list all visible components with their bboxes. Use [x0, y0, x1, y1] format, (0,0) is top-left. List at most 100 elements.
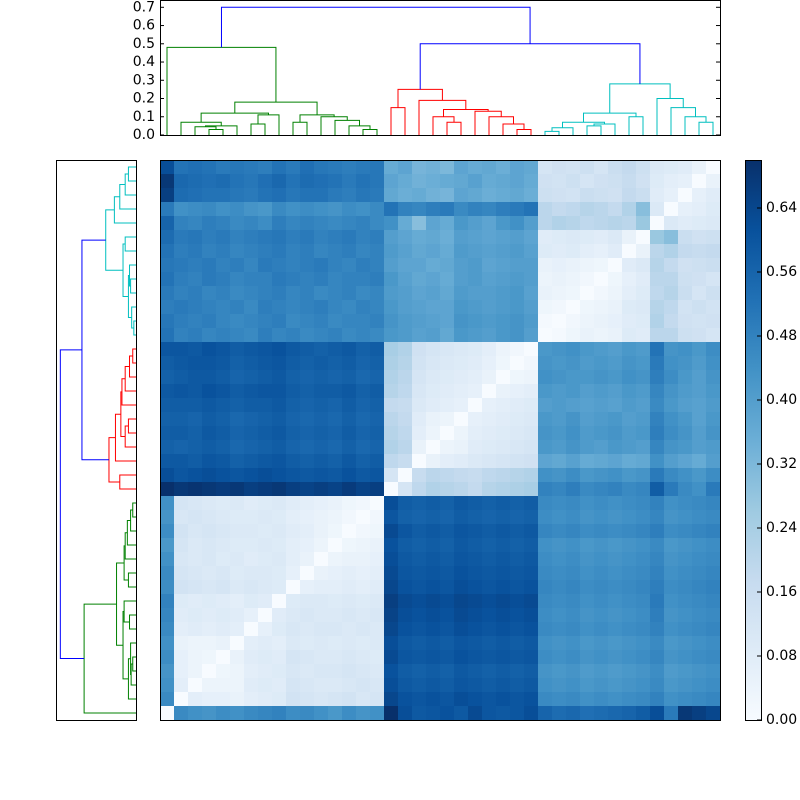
heatmap-cell: [650, 552, 665, 567]
heatmap-cell: [524, 328, 539, 343]
heatmap-cell: [230, 650, 245, 665]
heatmap-cell: [258, 524, 273, 539]
heatmap-cell: [650, 398, 665, 413]
heatmap-cell: [622, 314, 637, 329]
heatmap-cell: [230, 566, 245, 581]
heatmap-cell: [300, 370, 315, 385]
heatmap-cell: [258, 454, 273, 469]
heatmap-cell: [272, 160, 287, 175]
heatmap-cell: [454, 524, 469, 539]
colorbar-tick-label: 0.32: [766, 456, 797, 472]
heatmap-cell: [678, 384, 693, 399]
heatmap-cell: [706, 216, 721, 231]
heatmap-cell: [356, 440, 371, 455]
heatmap-cell: [566, 258, 581, 273]
heatmap-cell: [160, 524, 175, 539]
heatmap-cell: [496, 482, 511, 497]
heatmap-cell: [202, 608, 217, 623]
heatmap-cell: [216, 300, 231, 315]
heatmap-cell: [594, 398, 609, 413]
heatmap-cell: [622, 510, 637, 525]
heatmap-cell: [216, 552, 231, 567]
heatmap-cell: [202, 706, 217, 721]
heatmap-cell: [524, 272, 539, 287]
heatmap-cell: [230, 160, 245, 175]
heatmap-cell: [664, 188, 679, 203]
heatmap-cell: [650, 342, 665, 357]
heatmap-cell: [440, 216, 455, 231]
heatmap-cell: [342, 244, 357, 259]
heatmap-cell: [468, 244, 483, 259]
heatmap-cell: [216, 622, 231, 637]
heatmap-cell: [468, 230, 483, 245]
heatmap-cell: [454, 636, 469, 651]
heatmap-cell: [314, 608, 329, 623]
heatmap-cell: [202, 538, 217, 553]
heatmap-cell: [328, 314, 343, 329]
heatmap-cell: [300, 258, 315, 273]
heatmap-cell: [454, 174, 469, 189]
heatmap-cell: [608, 482, 623, 497]
heatmap-cell: [580, 342, 595, 357]
heatmap-cell: [538, 258, 553, 273]
heatmap-cell: [174, 426, 189, 441]
heatmap-cell: [482, 566, 497, 581]
heatmap-cell: [230, 594, 245, 609]
heatmap-cell: [678, 692, 693, 707]
heatmap-cell: [300, 314, 315, 329]
heatmap-cell: [244, 454, 259, 469]
heatmap-cell: [482, 678, 497, 693]
heatmap-cell: [594, 482, 609, 497]
heatmap-cell: [314, 706, 329, 721]
heatmap-cell: [286, 202, 301, 217]
heatmap-cell: [188, 538, 203, 553]
heatmap-cell: [678, 636, 693, 651]
heatmap-cell: [300, 342, 315, 357]
heatmap-cell: [342, 370, 357, 385]
heatmap-cell: [552, 664, 567, 679]
heatmap-cell: [650, 664, 665, 679]
heatmap-cell: [636, 622, 651, 637]
heatmap-cell: [398, 160, 413, 175]
heatmap-cell: [384, 482, 399, 497]
heatmap-cell: [496, 202, 511, 217]
heatmap-cell: [202, 468, 217, 483]
heatmap-cell: [384, 356, 399, 371]
heatmap-cell: [328, 538, 343, 553]
heatmap-cell: [286, 706, 301, 721]
heatmap-cell: [664, 370, 679, 385]
heatmap-cell: [538, 510, 553, 525]
heatmap-cell: [692, 440, 707, 455]
heatmap-cell: [244, 174, 259, 189]
heatmap-cell: [622, 538, 637, 553]
heatmap-cell: [706, 230, 721, 245]
heatmap-cell: [678, 622, 693, 637]
heatmap-cell: [342, 174, 357, 189]
heatmap-cell: [580, 370, 595, 385]
heatmap-cell: [566, 538, 581, 553]
heatmap-cell: [398, 216, 413, 231]
heatmap-cell: [706, 188, 721, 203]
heatmap-cell: [622, 482, 637, 497]
heatmap-cell: [216, 482, 231, 497]
heatmap-cell: [398, 538, 413, 553]
heatmap-cell: [524, 566, 539, 581]
heatmap-cell: [636, 398, 651, 413]
heatmap-cell: [314, 426, 329, 441]
heatmap-cell: [524, 510, 539, 525]
heatmap-cell: [384, 286, 399, 301]
top-dendrogram-frame: [160, 0, 721, 136]
heatmap-cell: [496, 258, 511, 273]
heatmap-cell: [342, 524, 357, 539]
heatmap-cell: [188, 524, 203, 539]
heatmap-cell: [356, 608, 371, 623]
heatmap-cell: [272, 426, 287, 441]
heatmap-cell: [482, 650, 497, 665]
heatmap-cell: [594, 608, 609, 623]
heatmap-cell: [440, 398, 455, 413]
heatmap-cell: [384, 524, 399, 539]
heatmap-cell: [510, 342, 525, 357]
heatmap-cell: [692, 188, 707, 203]
heatmap-cell: [160, 538, 175, 553]
heatmap-cell: [286, 328, 301, 343]
